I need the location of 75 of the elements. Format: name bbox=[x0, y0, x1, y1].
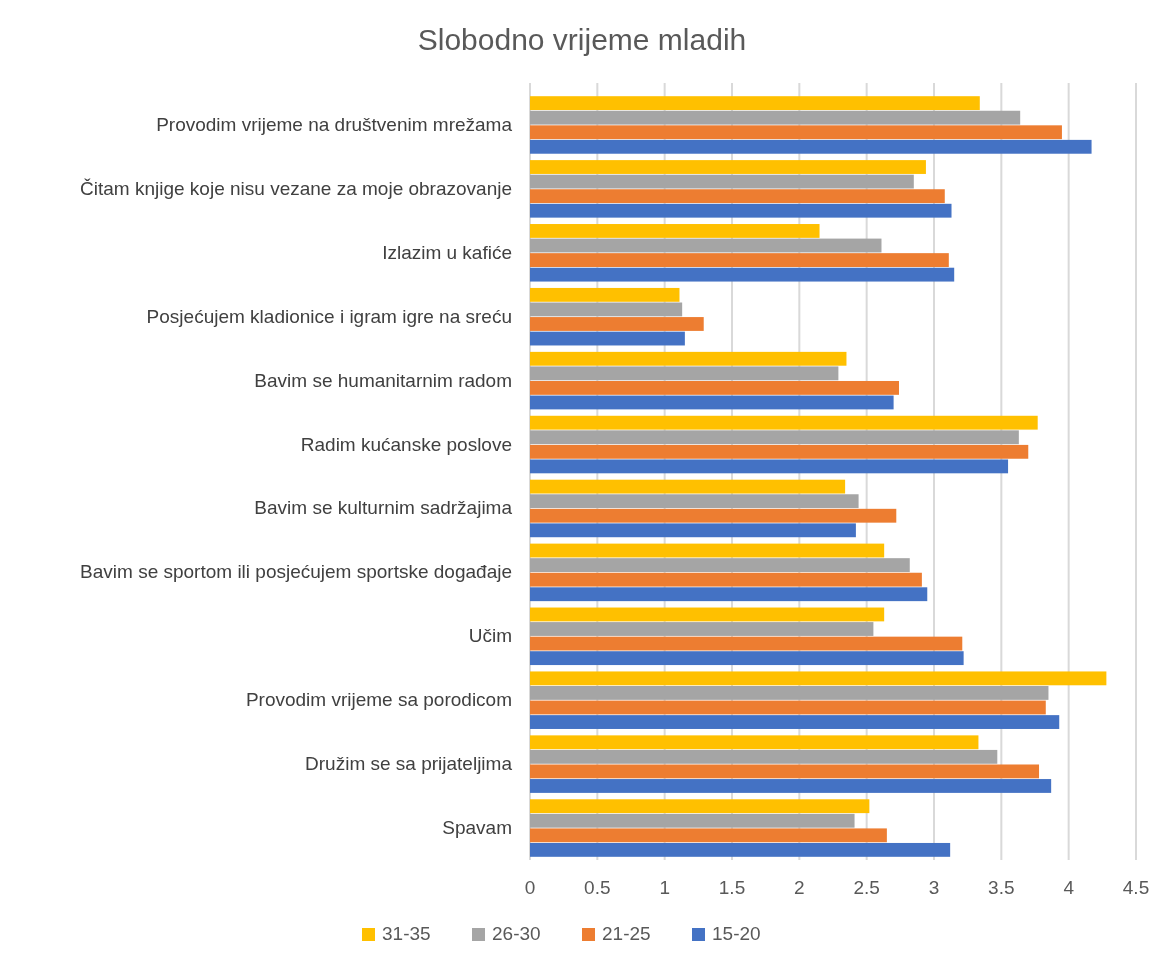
bar bbox=[530, 415, 1038, 430]
bar bbox=[530, 96, 980, 111]
x-tick-label: 0 bbox=[524, 877, 536, 898]
y-tick-label: Provodim vrijeme na društvenim mrežama bbox=[156, 113, 513, 135]
bar bbox=[530, 779, 1052, 793]
bar bbox=[530, 636, 963, 651]
bar bbox=[530, 224, 820, 238]
chart-title: Slobodno vrijeme mladih bbox=[417, 23, 747, 56]
bar bbox=[530, 543, 885, 558]
bar bbox=[530, 735, 979, 750]
bar bbox=[530, 813, 855, 828]
y-tick-label: Bavim se kulturnim sadržajima bbox=[254, 497, 513, 519]
bar bbox=[530, 395, 894, 410]
bar bbox=[530, 558, 910, 573]
bar bbox=[530, 139, 1092, 154]
y-tick-label: Bavim se humanitarnim radom bbox=[254, 369, 512, 391]
y-tick-label: Družim se sa prijateljima bbox=[305, 753, 513, 775]
bar bbox=[530, 828, 887, 843]
bar bbox=[530, 651, 964, 666]
bar bbox=[530, 494, 859, 509]
bar bbox=[530, 523, 856, 538]
bar bbox=[530, 302, 683, 317]
bar bbox=[530, 671, 1107, 686]
x-tick-label: 2.5 bbox=[853, 877, 880, 898]
x-tick-label: 3.5 bbox=[988, 877, 1015, 898]
bar bbox=[530, 110, 1021, 125]
bar bbox=[530, 479, 846, 494]
bar bbox=[530, 287, 680, 302]
bar bbox=[530, 317, 704, 331]
y-tick-label: Izlazim u kafiće bbox=[382, 241, 512, 263]
bar bbox=[530, 430, 1019, 445]
bar bbox=[530, 331, 685, 346]
legend-label: 15-20 bbox=[712, 923, 761, 944]
x-tick-label: 0.5 bbox=[584, 877, 611, 898]
y-tick-label: Spavam bbox=[442, 817, 512, 839]
bar bbox=[530, 125, 1062, 140]
bar bbox=[530, 203, 952, 218]
bar bbox=[530, 508, 897, 523]
bar bbox=[530, 267, 955, 282]
bar bbox=[530, 622, 874, 636]
bar bbox=[530, 607, 885, 622]
bar bbox=[530, 572, 922, 587]
bar bbox=[530, 351, 847, 366]
bar bbox=[530, 174, 914, 189]
x-tick-label: 4 bbox=[1063, 877, 1075, 898]
legend-label: 26-30 bbox=[492, 923, 541, 944]
bar bbox=[530, 700, 1046, 715]
bar bbox=[530, 715, 1060, 729]
bar bbox=[530, 799, 870, 814]
y-tick-label: Čitam knjige koje nisu vezane za moje obrazovanje bbox=[80, 177, 512, 199]
bar bbox=[530, 842, 951, 857]
x-tick-label: 1.5 bbox=[718, 877, 746, 898]
bar bbox=[530, 764, 1040, 779]
x-tick-label: 1 bbox=[659, 877, 670, 898]
bar bbox=[530, 160, 926, 174]
x-tick-label: 4.5 bbox=[1122, 877, 1150, 898]
x-tick-label: 2 bbox=[794, 877, 805, 898]
bar bbox=[530, 587, 928, 602]
bar bbox=[530, 189, 945, 204]
bar bbox=[530, 686, 1049, 700]
legend-label: 21-25 bbox=[602, 923, 651, 944]
x-tick-label: 3 bbox=[928, 877, 940, 898]
y-tick-label: Radim kućanske poslove bbox=[300, 433, 512, 455]
y-tick-label: Provodim vrijeme sa porodicom bbox=[245, 689, 512, 711]
bar bbox=[530, 253, 949, 267]
bar bbox=[530, 238, 882, 253]
y-tick-label: Bavim se sportom ili posjećujem sportske događaje bbox=[80, 561, 512, 583]
bar bbox=[530, 749, 998, 764]
bar bbox=[530, 366, 839, 381]
y-tick-label: Posjećujem kladionice i igram igre na sreću bbox=[146, 305, 512, 327]
bar bbox=[530, 459, 1009, 474]
bar bbox=[530, 444, 1029, 459]
y-tick-label: Učim bbox=[468, 625, 512, 647]
legend-label: 31-35 bbox=[382, 923, 431, 944]
bar bbox=[530, 380, 899, 395]
